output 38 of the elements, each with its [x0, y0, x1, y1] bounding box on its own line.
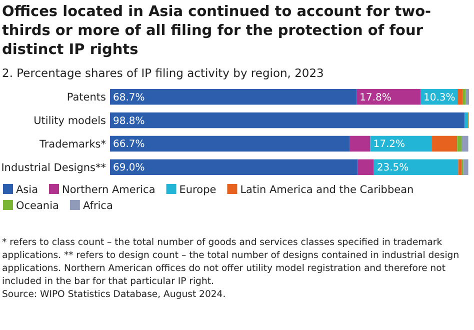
bar	[110, 112, 465, 128]
bar	[464, 112, 468, 128]
bar	[374, 159, 458, 176]
bar	[463, 159, 468, 176]
legend-label: Africa	[82, 200, 113, 212]
bar	[458, 159, 462, 176]
bar	[462, 88, 466, 105]
data-label: 66.7%	[113, 139, 145, 150]
bar	[432, 136, 458, 152]
bar	[349, 136, 370, 152]
bar	[358, 159, 374, 176]
bar	[458, 88, 463, 105]
text: * refers to class count – the total number of goods and services classes specified in trademark applications. ** refers to design count – the total number of designs contained in industrial design applications. Northern American offices do not offer utility model registration and therefore not included in the bar for that particular IP right.	[2, 237, 460, 287]
y-tick-label: Patents	[66, 92, 106, 104]
source-note: Source: WIPO Statistics Database, August 2024.	[2, 289, 226, 300]
data-label: 10.3%	[424, 92, 456, 104]
y-tick-label: Trademarks*	[38, 138, 106, 150]
legend-label: Asia	[16, 184, 38, 196]
y-tick-label: Industrial Designs**	[1, 162, 106, 174]
chart-title: Offices located in Asia continued to account for two-thirds or more of all filing for the protection of four distinct IP rights	[2, 4, 432, 58]
bar	[110, 159, 358, 176]
data-label: 69.0%	[113, 162, 145, 174]
data-label: 68.7%	[113, 92, 145, 104]
bar	[457, 136, 462, 152]
data-label: 98.8%	[113, 116, 145, 127]
legend-label: Europe	[179, 184, 216, 196]
data-label: 23.5%	[376, 162, 409, 174]
legend-label: Latin America and the Caribbean	[240, 184, 414, 196]
chart-subtitle: 2. Percentage shares of IP filing activity by region, 2023	[2, 66, 324, 80]
bar	[110, 88, 357, 105]
legend-label: Northern America	[62, 184, 156, 196]
bar	[110, 136, 350, 152]
bar	[466, 88, 469, 105]
legend-label: Oceania	[16, 200, 59, 212]
data-label: 17.8%	[360, 92, 392, 104]
bar	[461, 136, 468, 152]
y-tick-label: Utility models	[34, 114, 106, 127]
data-label: 17.2%	[373, 139, 406, 150]
